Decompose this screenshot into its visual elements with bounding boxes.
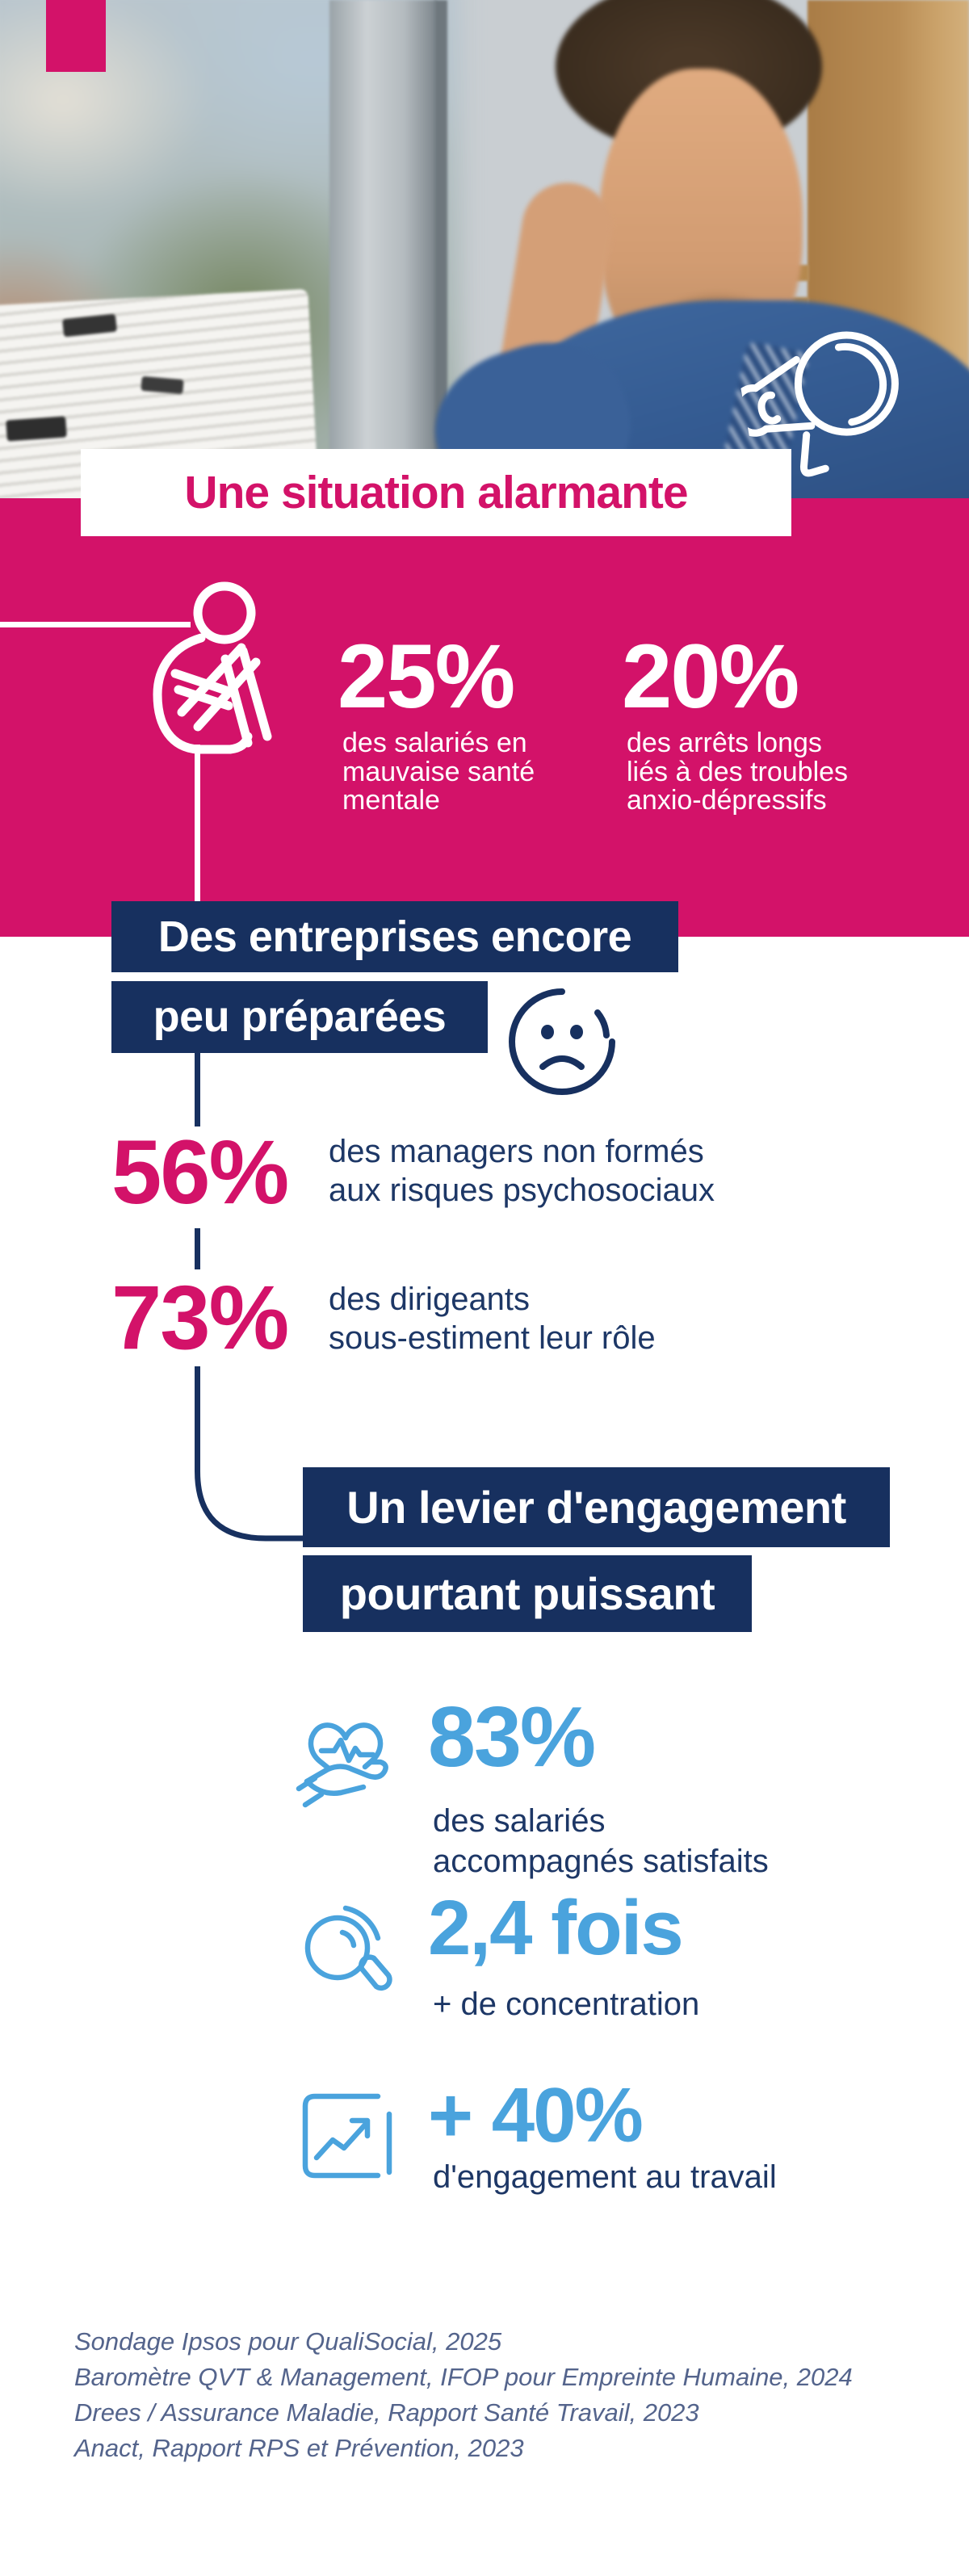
window-frame [329,0,436,499]
section-banner-lever-1: Un levier d'engagement [303,1467,890,1547]
stat-value: + 40% [428,2072,644,2159]
section-banner-unprepared-1: Des entreprises encore [111,901,678,972]
stat-value: 20% [622,626,799,727]
section-title-line2: peu préparées [153,992,447,1041]
connector-line [195,1228,200,1269]
binder-clip [6,416,67,442]
pink-corner-accent [46,0,106,72]
connector-line [0,622,191,627]
source-line: Anact, Rapport RPS et Prévention, 2023 [74,2434,524,2462]
section-title: Une situation alarmante [184,467,688,518]
section-title-line1: Un levier d'engagement [346,1482,846,1533]
stat-caption: d'engagement au travail [433,2159,777,2195]
stat-value: 25% [338,626,515,727]
office-photo [0,0,969,499]
stat-value: 83% [428,1689,596,1785]
source-line: Baromètre QVT & Management, IFOP pour Em… [74,2363,853,2391]
stat-value: 56% [111,1122,289,1223]
chart-up-icon [302,2093,392,2179]
stat-caption: des dirigeants sous-estiment leur rôle [329,1282,656,1356]
stat-value: 73% [111,1267,289,1368]
stat-caption: + de concentration [433,1987,700,2022]
section-banner-alarming: Une situation alarmante [81,449,791,536]
stat-value: 2,4 fois [428,1885,684,1971]
section-title-line1: Des entreprises encore [157,913,632,961]
stat-caption: des arrêts longs liés à des troubles anx… [627,728,849,816]
section-banner-lever-2: pourtant puissant [303,1555,752,1632]
connector-line [195,1366,200,1463]
sad-face-icon [509,988,615,1095]
connector-line [195,1053,200,1126]
source-line: Drees / Assurance Maladie, Rapport Santé… [74,2398,699,2427]
person-hugging-knees-icon [153,581,272,754]
sources-list: Sondage Ipsos pour QualiSocial, 2025 Bar… [74,2324,922,2466]
heart-pulse-hand-icon [296,1722,388,1808]
magnifier-icon [304,1905,392,1991]
connector-line [195,745,200,937]
section-banner-unprepared-2: peu préparées [111,981,488,1053]
stat-caption: des salariés en mauvaise santé mentale [342,728,535,816]
connector-curve [195,1460,308,1542]
source-line: Sondage Ipsos pour QualiSocial, 2025 [74,2327,502,2356]
section-title-line2: pourtant puissant [339,1568,715,1619]
stat-caption: des salariés accompagnés satisfaits [433,1803,769,1879]
window-frame-edge [434,0,447,499]
stat-caption: des managers non formés aux risques psyc… [329,1134,715,1208]
